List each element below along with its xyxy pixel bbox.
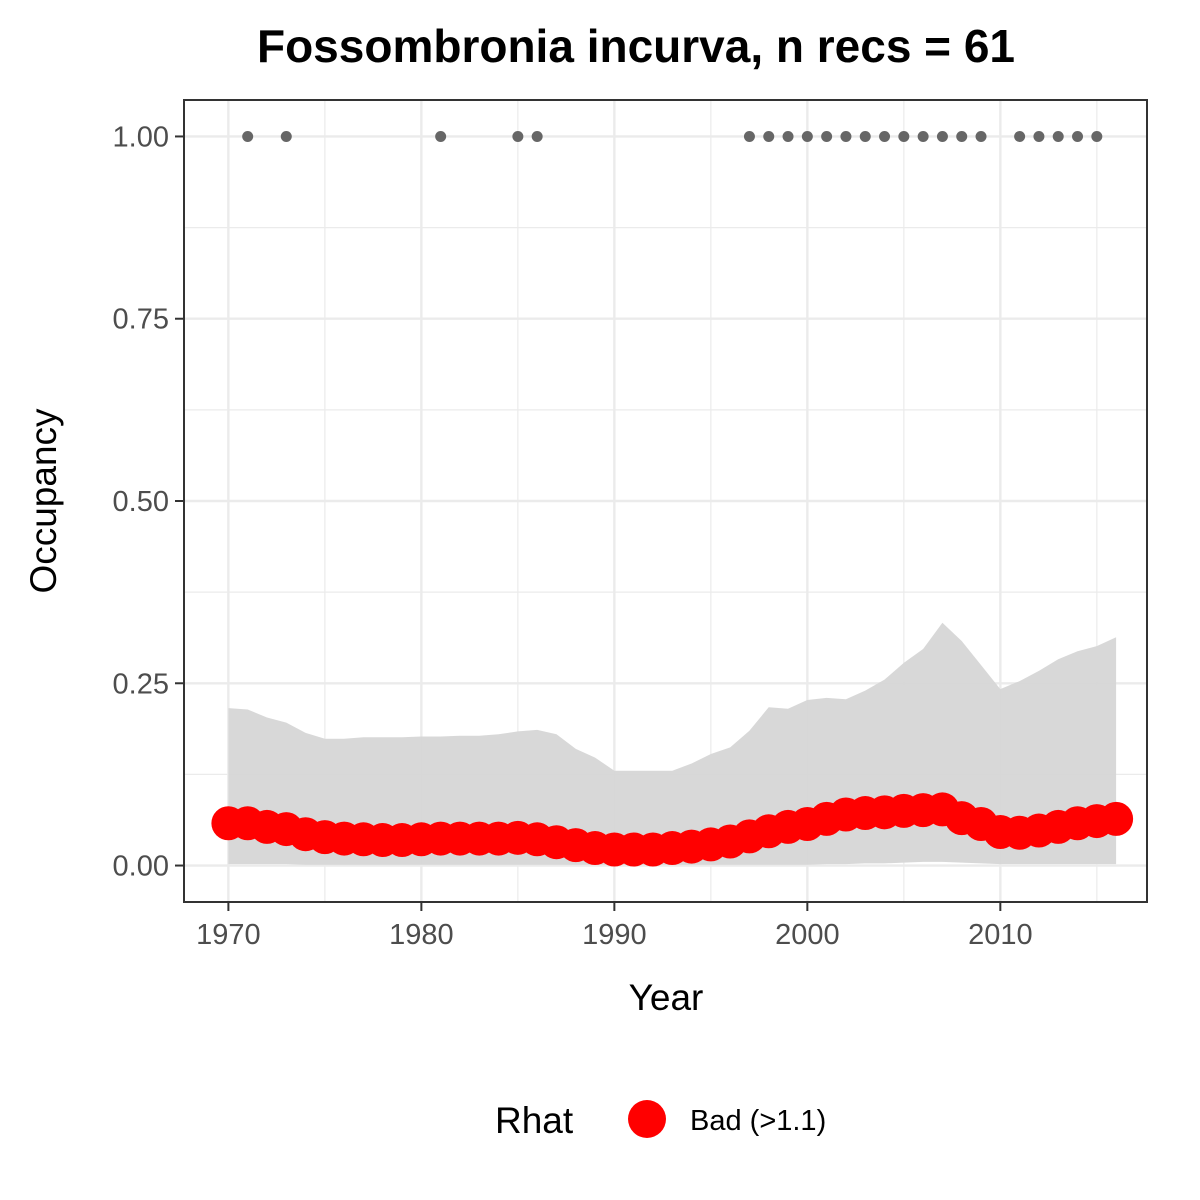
legend-key-bad-rhat xyxy=(628,1100,666,1138)
y-tick-label: 1.00 xyxy=(113,121,169,153)
x-tick-label: 1990 xyxy=(582,919,647,951)
record-point xyxy=(435,130,447,142)
x-tick-label: 2010 xyxy=(968,919,1033,951)
legend-label-bad-rhat: Bad (>1.1) xyxy=(690,1105,826,1137)
legend-title: Rhat xyxy=(495,1100,574,1141)
record-points xyxy=(242,130,1103,142)
record-point xyxy=(898,130,910,142)
y-axis-title: Occupancy xyxy=(23,408,64,594)
occupancy-mean-points xyxy=(211,792,1134,867)
record-point xyxy=(743,130,755,142)
record-point xyxy=(879,130,891,142)
record-point xyxy=(1072,130,1084,142)
record-point xyxy=(1033,130,1045,142)
record-point xyxy=(975,130,987,142)
record-point xyxy=(801,130,813,142)
record-point xyxy=(859,130,871,142)
x-axis-title: Year xyxy=(629,977,704,1018)
record-point xyxy=(242,130,254,142)
record-point xyxy=(956,130,968,142)
record-point xyxy=(1052,130,1064,142)
record-point xyxy=(917,130,929,142)
x-tick-label: 2000 xyxy=(775,919,840,951)
y-tick-label: 0.50 xyxy=(113,486,169,518)
occupancy-mean-point xyxy=(1099,801,1134,836)
y-tick-label: 0.25 xyxy=(113,668,169,700)
record-point xyxy=(531,130,543,142)
x-tick-label: 1980 xyxy=(389,919,454,951)
record-point xyxy=(1014,130,1026,142)
chart-title: Fossombronia incurva, n recs = 61 xyxy=(257,20,1015,72)
record-point xyxy=(782,130,794,142)
y-tick-label: 0.00 xyxy=(113,851,169,883)
record-point xyxy=(280,130,292,142)
record-point xyxy=(1091,130,1103,142)
y-tick-label: 0.75 xyxy=(113,304,169,336)
record-point xyxy=(936,130,948,142)
y-axis: 0.00 0.25 0.50 0.75 1.00 xyxy=(113,121,184,883)
record-point xyxy=(840,130,852,142)
record-point xyxy=(512,130,524,142)
record-point xyxy=(763,130,775,142)
x-axis: 1970 1980 1990 2000 2010 xyxy=(196,902,1033,951)
x-tick-label: 1970 xyxy=(196,919,261,951)
legend: Rhat Bad (>1.1) xyxy=(495,1100,826,1141)
record-point xyxy=(821,130,833,142)
